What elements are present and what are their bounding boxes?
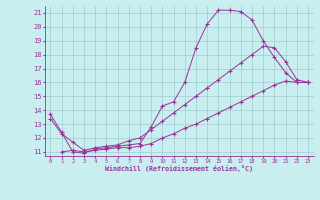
X-axis label: Windchill (Refroidissement éolien,°C): Windchill (Refroidissement éolien,°C) xyxy=(105,165,253,172)
